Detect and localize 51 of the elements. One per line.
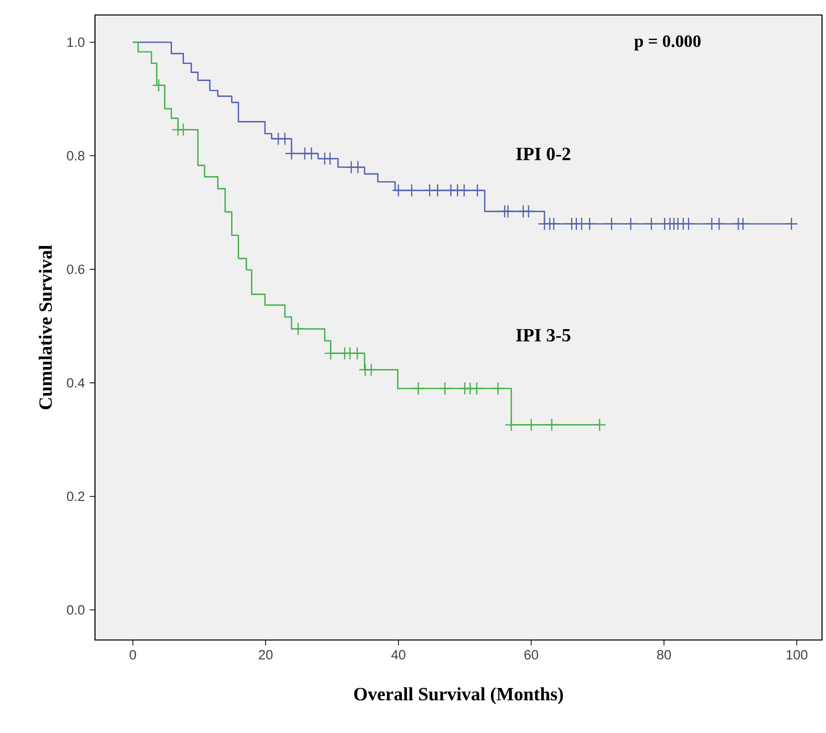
point <box>470 382 484 396</box>
x-tick-label: 20 <box>258 650 273 660</box>
x-tick-label: 80 <box>657 650 671 660</box>
y-tick-label: 0.2 <box>66 492 84 502</box>
point <box>304 146 318 160</box>
point <box>284 146 298 160</box>
y-tick-label: 1.0 <box>67 38 84 47</box>
x-tick-label: 60 <box>524 650 538 660</box>
x-tick-label: 40 <box>391 650 406 660</box>
point <box>324 346 338 360</box>
point <box>784 217 798 230</box>
point <box>604 217 618 230</box>
y-axis-title: Cumulative Survival <box>38 245 52 410</box>
point <box>176 123 190 136</box>
point <box>350 346 364 360</box>
annotation: p = 0.000 <box>634 35 701 51</box>
point <box>624 217 638 230</box>
point <box>491 382 505 396</box>
x-tick-label: 0 <box>130 650 136 660</box>
point <box>547 217 560 230</box>
point <box>583 217 596 230</box>
point <box>644 217 658 230</box>
point <box>524 418 538 432</box>
point <box>592 418 606 432</box>
point <box>458 184 471 197</box>
y-tick-label: 0.6 <box>66 264 84 274</box>
point <box>522 204 536 218</box>
point <box>405 184 418 197</box>
point <box>351 160 365 174</box>
text: IPI 0-2 <box>516 148 570 160</box>
point <box>501 204 515 218</box>
y-tick-label: 0.4 <box>66 378 85 388</box>
point <box>412 382 425 396</box>
point <box>712 217 726 230</box>
point <box>438 382 452 396</box>
point <box>278 132 292 146</box>
x-tick-label: 100 <box>786 650 808 660</box>
point <box>736 217 750 230</box>
point <box>323 152 337 166</box>
point <box>292 322 305 336</box>
point <box>364 363 378 376</box>
text: IPI 3-5 <box>516 328 570 342</box>
point <box>152 78 166 92</box>
point <box>504 418 518 432</box>
x-axis-title: Overall Survival (Months) <box>354 687 563 704</box>
y-tick-label: 0.8 <box>66 151 84 160</box>
point <box>545 418 558 432</box>
point <box>392 184 406 197</box>
point <box>430 184 444 197</box>
y-tick-label: 0.0 <box>66 605 84 615</box>
point <box>470 184 484 197</box>
